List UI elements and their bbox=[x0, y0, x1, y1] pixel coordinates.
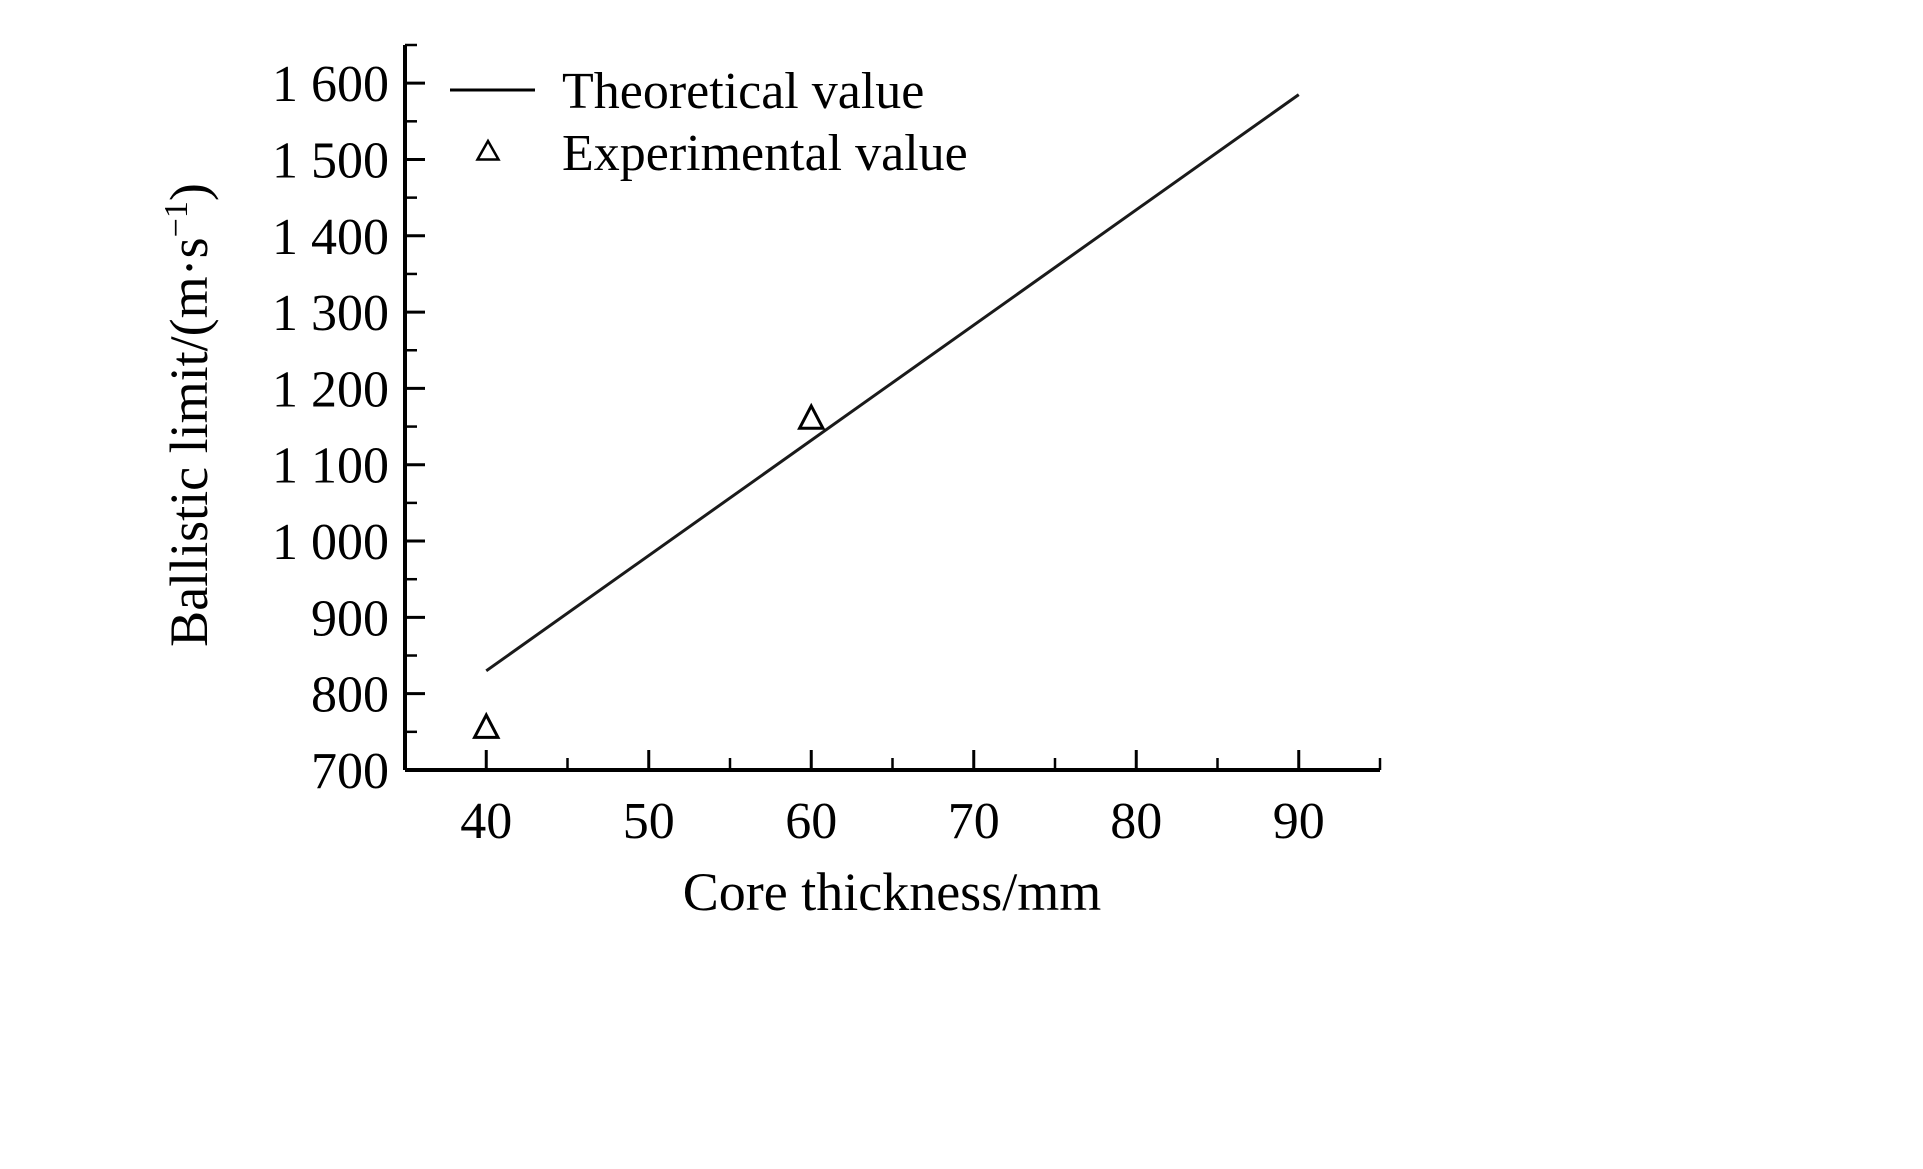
x-tick-label: 60 bbox=[785, 793, 837, 850]
y-tick-label: 1 000 bbox=[272, 514, 389, 571]
legend-label-experimental: Experimental value bbox=[562, 125, 968, 182]
legend-triangle-sample-icon bbox=[475, 138, 501, 161]
x-tick-label: 80 bbox=[1110, 793, 1162, 850]
y-tick-label: 1 500 bbox=[272, 132, 389, 189]
y-axis-title: Ballistic limit/(m·s−1) bbox=[158, 183, 219, 647]
experimental-point-marker bbox=[472, 711, 501, 739]
y-tick-label: 900 bbox=[311, 590, 389, 647]
x-tick-label: 90 bbox=[1273, 793, 1325, 850]
y-axis-title-superscript: −1 bbox=[158, 201, 195, 237]
y-tick-label: 800 bbox=[311, 667, 389, 724]
y-axis-title-close: ) bbox=[159, 183, 219, 201]
x-tick-label: 40 bbox=[460, 793, 512, 850]
y-tick-label: 1 100 bbox=[272, 438, 389, 495]
y-axis-title-main: Ballistic limit/(m·s bbox=[159, 237, 219, 646]
theoretical-line-series bbox=[485, 93, 1300, 673]
tick-labels: 700 800 900 1 000 1 100 1 200 1 300 1 400 1 500 1… bbox=[272, 56, 1325, 850]
y-tick-label: 1 400 bbox=[272, 209, 389, 266]
x-tick-label: 50 bbox=[623, 793, 675, 850]
ticks bbox=[403, 43, 1382, 772]
y-tick-label: 700 bbox=[311, 743, 389, 800]
x-tick-label: 70 bbox=[948, 793, 1000, 850]
x-axis-title: Core thickness/mm bbox=[683, 862, 1101, 922]
legend: Theoretical value Experimental value bbox=[450, 63, 968, 182]
y-tick-label: 1 300 bbox=[272, 285, 389, 342]
legend-label-theoretical: Theoretical value bbox=[562, 63, 924, 120]
data-series bbox=[472, 93, 1300, 739]
y-tick-label: 1 200 bbox=[272, 361, 389, 418]
y-tick-label: 1 600 bbox=[272, 56, 389, 113]
experimental-point-marker bbox=[797, 402, 826, 430]
